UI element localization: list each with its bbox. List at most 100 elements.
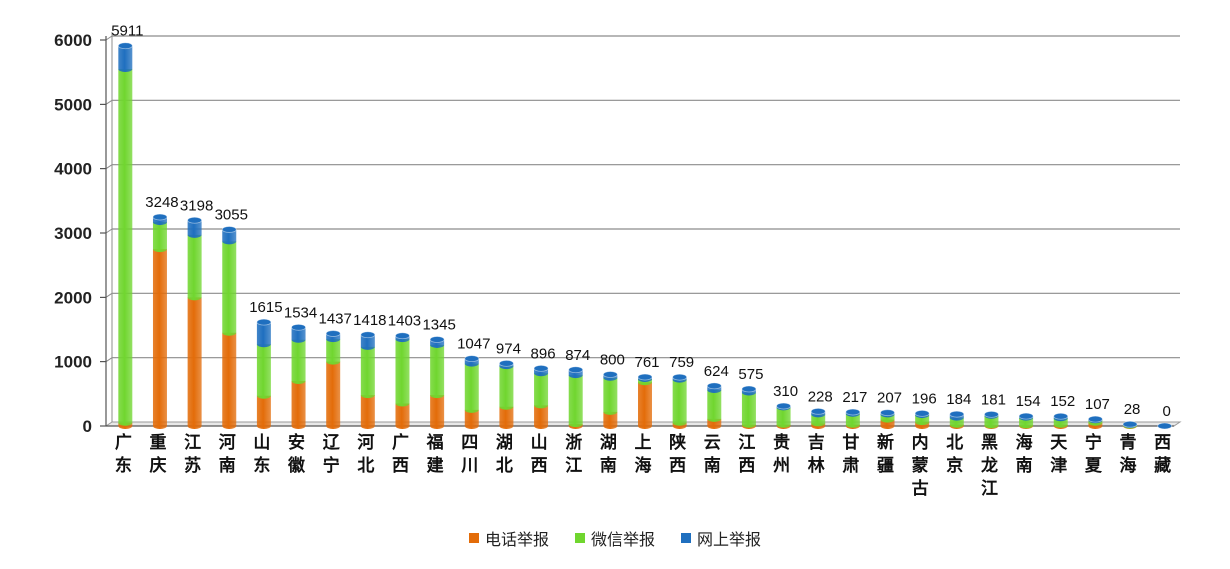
bar-segment-wechat (291, 339, 306, 384)
bar-segment-body (291, 339, 306, 384)
x-tick-label: 内蒙古 (912, 432, 929, 499)
x-tick-label: 上海 (635, 433, 652, 476)
y-tick-label: 5000 (54, 95, 92, 114)
bar-segment-wechat (776, 407, 791, 428)
x-tick-label: 广西 (392, 432, 409, 476)
bar-segment-wechat (152, 222, 167, 253)
x-tick-label: 吉林 (808, 433, 825, 476)
bar-segment-body (187, 234, 202, 301)
bar-segment-body (222, 332, 237, 429)
bar-segment-body (256, 344, 271, 399)
data-label: 1418 (353, 312, 386, 329)
bar-segment-body (811, 414, 826, 427)
data-label: 874 (565, 347, 590, 364)
bar-segment-phone (638, 382, 652, 429)
gridline-depth (105, 228, 113, 234)
bar-segment-body (187, 220, 202, 238)
data-label: 0 (1163, 403, 1171, 420)
bar-segment-body (222, 241, 237, 336)
bar-segment-wechat (395, 339, 410, 407)
bar-cap (1087, 415, 1103, 423)
bar-segment-body (256, 395, 271, 429)
x-tick-label: 新疆 (877, 432, 894, 476)
bar-cap (325, 330, 341, 337)
x-tick-label: 辽宁 (323, 433, 341, 476)
bar-segment-online (118, 45, 133, 72)
bar-cap (637, 373, 653, 381)
bar-segment-wechat (430, 344, 445, 399)
stacked-bar-chart: 0 1000 2000 3000 4000 5000 6000 5911 广东 3248 重庆 319… (54, 23, 1182, 499)
bar-segment-phone (291, 380, 306, 429)
bar-segment-body (534, 373, 549, 409)
bar-segment-wechat (222, 241, 237, 336)
data-label: 217 (842, 389, 867, 406)
bar-segment-phone (152, 249, 167, 429)
bar-segment-body (152, 222, 167, 253)
data-label: 1534 (284, 304, 317, 321)
x-tick-label: 黑龙江 (980, 433, 998, 499)
bar-segment-wechat (326, 339, 341, 365)
bar-segment-body (741, 392, 756, 428)
bar-segment-phone (499, 406, 514, 429)
x-tick-label: 广东 (115, 432, 132, 476)
data-label: 1403 (388, 313, 421, 330)
bar-segment-wechat (534, 373, 549, 409)
bar-segment-body (499, 406, 514, 429)
data-label: 1615 (249, 299, 282, 316)
bar-segment-wechat (672, 379, 687, 426)
bar-segment-phone (430, 395, 445, 429)
bar-cap (360, 331, 376, 339)
data-label: 28 (1124, 401, 1141, 418)
bar-segment-wechat (499, 366, 514, 410)
bar-segment-body (845, 413, 860, 428)
gridline-depth (105, 292, 113, 298)
x-tick-label: 天津 (1050, 433, 1068, 476)
bar-segment-body (568, 375, 583, 428)
legend-label: 电话举报 (484, 530, 549, 549)
bar-cap (741, 385, 757, 393)
bar-segment-wechat (568, 375, 583, 428)
bar-cap (845, 408, 861, 416)
data-label: 1437 (319, 311, 352, 328)
bar-segment-online (187, 220, 202, 238)
bar-cap (914, 409, 930, 417)
bar-segment-wechat (603, 377, 618, 415)
bar-segment-wechat (1019, 417, 1034, 429)
legend: 电话举报 微信举报 网上举报 (0, 526, 1230, 550)
bar-cap (187, 216, 203, 224)
bar-segment-wechat (811, 414, 826, 427)
data-label: 1345 (422, 316, 455, 333)
x-tick-label: 福建 (426, 432, 444, 476)
bar-cap (152, 213, 168, 221)
data-label: 152 (1050, 393, 1075, 410)
data-label: 5911 (111, 23, 143, 40)
data-label: 624 (704, 363, 729, 380)
bar-segment-body (430, 395, 445, 429)
bar-cap (880, 409, 895, 417)
data-label: 575 (738, 366, 763, 383)
bar-segment-wechat (360, 346, 375, 399)
bar-cap (602, 371, 618, 378)
bar-segment-wechat (707, 389, 722, 422)
bar-cap (1122, 420, 1138, 428)
bar-segment-body (395, 403, 410, 429)
bar-segment-body (534, 405, 549, 429)
bar-segment-online (256, 322, 271, 348)
data-label: 3055 (215, 206, 248, 223)
x-tick-label: 安徽 (287, 432, 306, 476)
x-tick-label: 湖南 (600, 433, 617, 476)
y-tick-label: 3000 (54, 224, 92, 243)
bar-segment-body (603, 377, 618, 415)
bar-segment-body (984, 415, 999, 429)
legend-item: 网上举报 (681, 526, 761, 550)
bar-segment-body (291, 380, 306, 429)
x-tick-label: 江西 (738, 433, 755, 476)
x-tick-label: 甘肃 (842, 432, 859, 476)
bar-segment-body (464, 409, 479, 429)
bar-segment-body (222, 229, 237, 245)
bar-segment-wechat (741, 392, 756, 428)
data-label: 761 (634, 354, 659, 371)
bar-segment-wechat (464, 363, 479, 413)
data-label: 107 (1085, 396, 1110, 413)
x-tick-label: 四川 (460, 433, 478, 476)
